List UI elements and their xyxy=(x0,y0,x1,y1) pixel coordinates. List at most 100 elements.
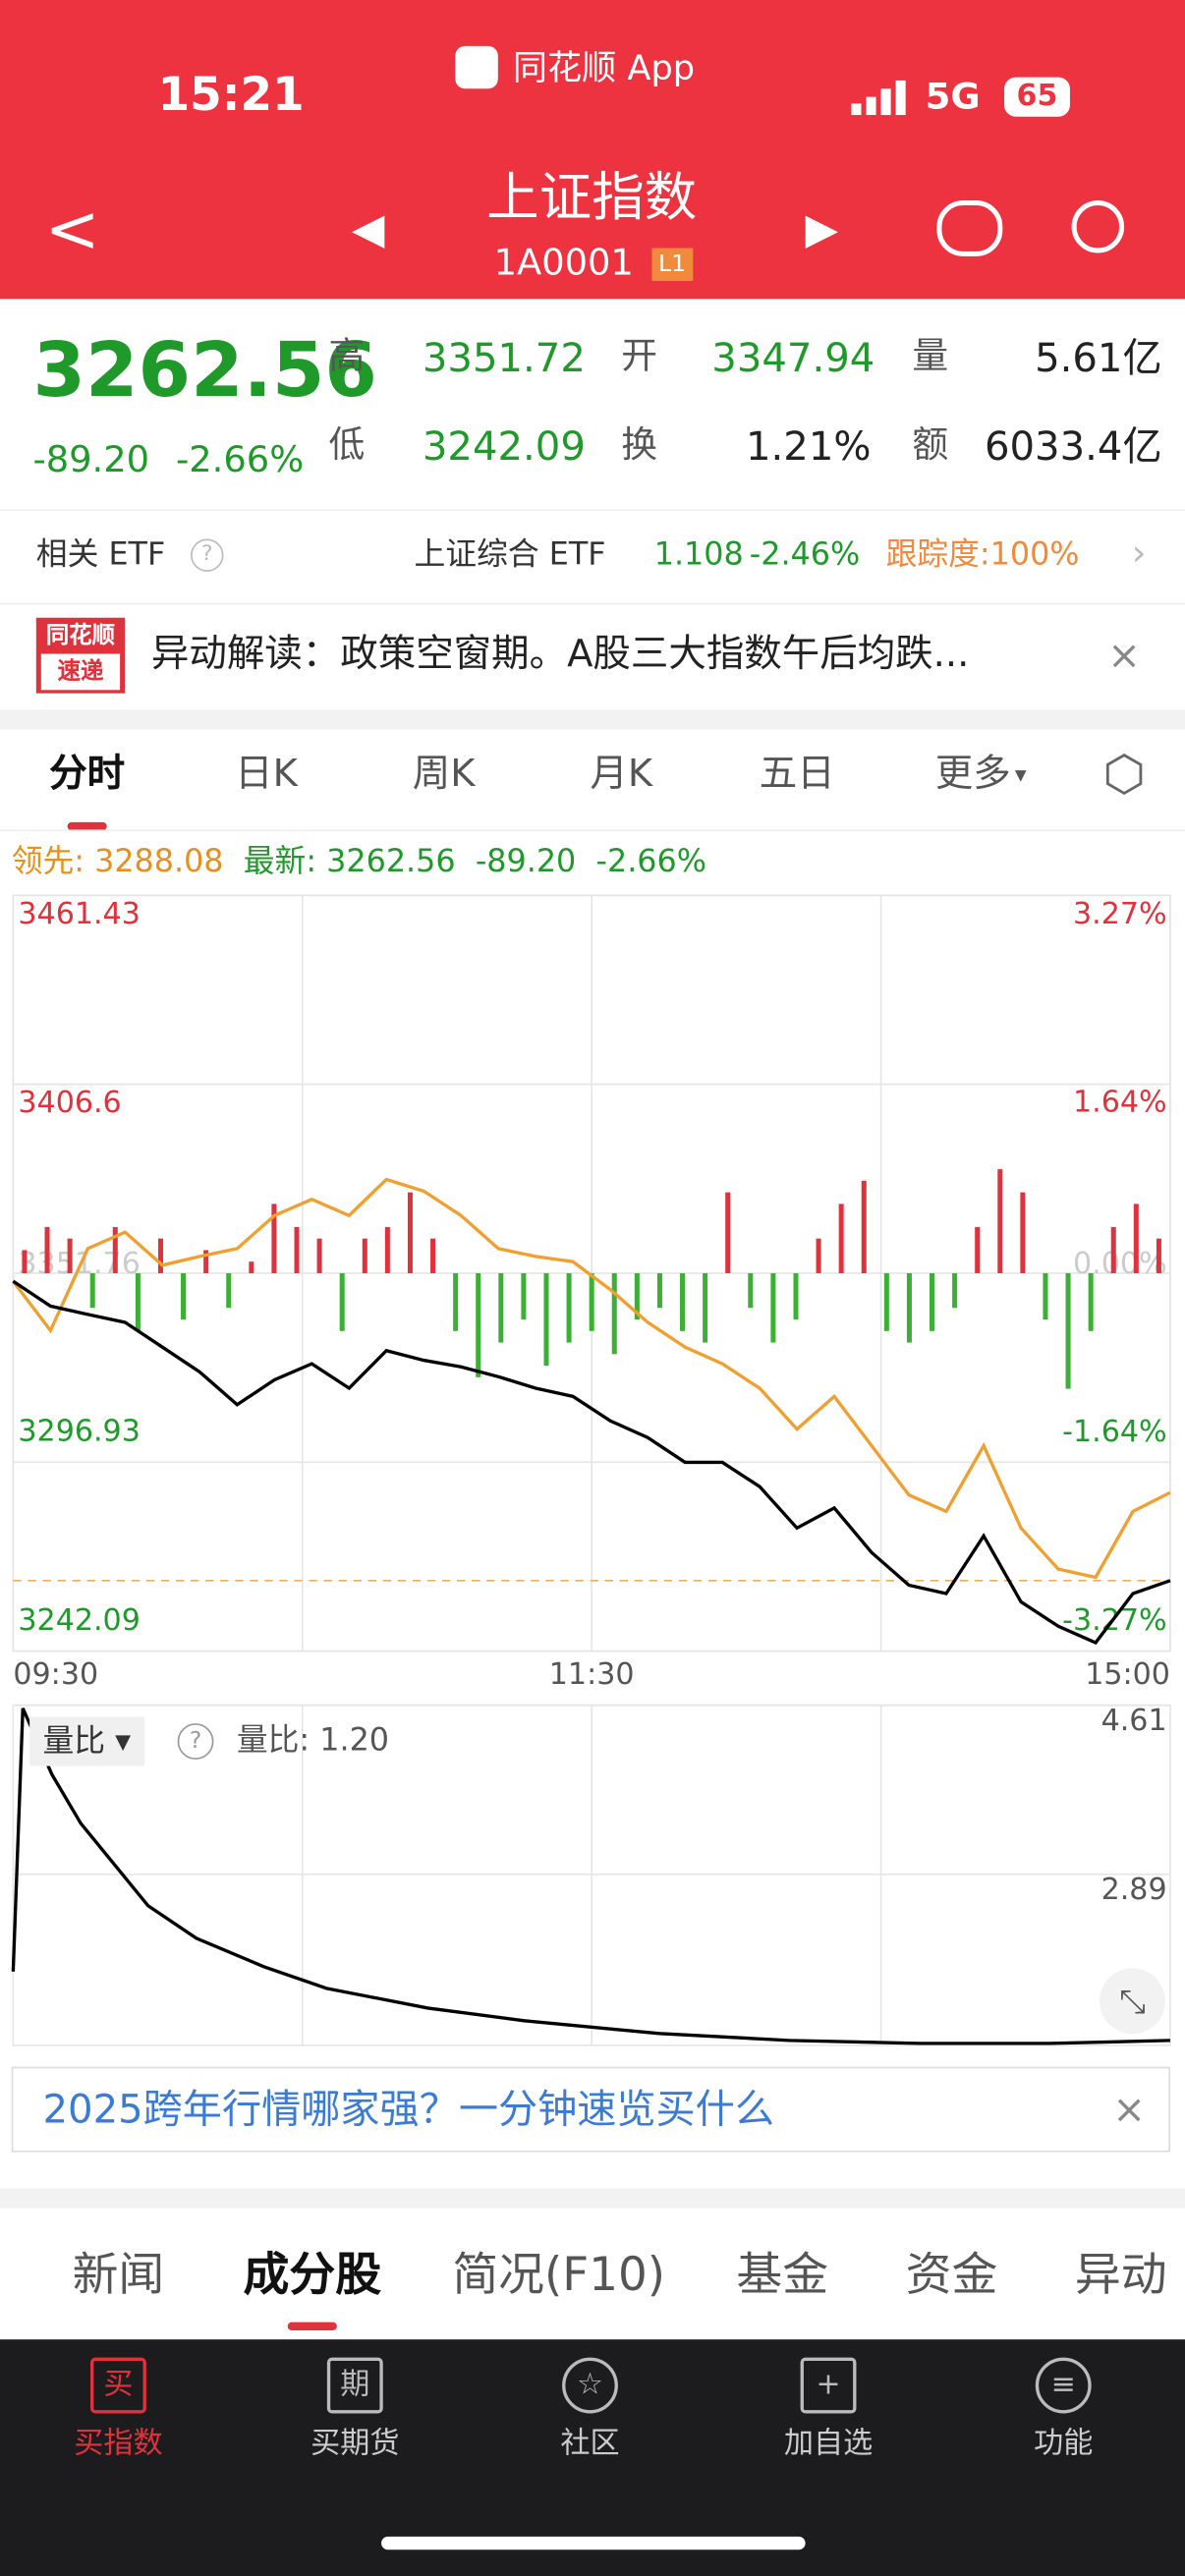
nav-label[interactable]: 加自选 xyxy=(783,2426,874,2461)
flow-bar xyxy=(203,1250,209,1273)
nav-label[interactable]: 功能 xyxy=(1034,2426,1094,2461)
nav-label[interactable]: 买期货 xyxy=(310,2426,400,2461)
flow-bar xyxy=(316,1238,322,1273)
flow-bar xyxy=(362,1238,367,1273)
field-label: 高 xyxy=(328,336,366,378)
flow-bar xyxy=(703,1272,708,1343)
flow-bar xyxy=(566,1272,572,1343)
help-icon[interactable]: ? xyxy=(191,538,224,572)
expand-button[interactable]: ⤡ xyxy=(1100,1968,1165,2035)
indicator-name: 量比 xyxy=(42,1723,106,1760)
flow-bar xyxy=(22,1250,28,1273)
field-label: 低 xyxy=(328,425,366,467)
tab[interactable]: 五日 xyxy=(759,753,835,797)
nav-icon[interactable]: 期 xyxy=(326,2357,383,2414)
flow-bar xyxy=(861,1180,867,1273)
divider xyxy=(0,829,1185,832)
close-button[interactable]: × xyxy=(1112,2086,1146,2133)
section-tab[interactable]: 成分股 xyxy=(243,2247,382,2302)
nav-label[interactable]: 买指数 xyxy=(74,2426,163,2461)
etf-track: 跟踪度:100% xyxy=(885,535,1080,573)
price-line xyxy=(12,1279,1171,1646)
lead-label: 领先: xyxy=(11,843,85,880)
field-label: 量 xyxy=(912,336,949,378)
field-value: 3347.94 xyxy=(711,335,875,381)
nav-label[interactable]: 社区 xyxy=(560,2426,620,2461)
help-icon[interactable]: ? xyxy=(177,1723,214,1760)
flow-bar xyxy=(906,1272,912,1343)
separator xyxy=(0,2188,1185,2209)
tab[interactable]: 分时 xyxy=(49,753,126,797)
settings-button[interactable]: ⬡ xyxy=(1102,746,1147,804)
y-tick-label: 3296.93 xyxy=(18,1415,140,1449)
code: 1A0001 xyxy=(493,243,634,285)
tab[interactable]: 月K xyxy=(590,753,653,797)
flow-bar xyxy=(1088,1272,1094,1331)
field-value: 6033.4亿 xyxy=(984,423,1162,471)
flow-bar xyxy=(498,1272,504,1343)
flow-bar xyxy=(725,1192,731,1273)
indicator-value: 量比: 1.20 xyxy=(237,1725,389,1758)
chart-legend: 领先: 3288.08 最新: 3262.56 -89.20 -2.66% xyxy=(11,843,706,880)
search-button[interactable] xyxy=(1071,200,1125,253)
field-value: 3351.72 xyxy=(422,335,586,381)
news-badge: 同花顺 速递 xyxy=(35,617,126,694)
flow-bar xyxy=(157,1238,163,1273)
nav-icon[interactable]: ☆ xyxy=(562,2357,618,2414)
indicator-select[interactable]: 量比 ▾ xyxy=(29,1716,144,1766)
tab[interactable]: 日K xyxy=(235,753,298,797)
section-tab[interactable]: 异动 xyxy=(1074,2247,1167,2302)
flow-bar xyxy=(294,1226,300,1273)
next-button[interactable]: ▶ xyxy=(805,205,839,255)
flow-bar xyxy=(67,1238,73,1273)
y2-tick-label: 1.64% xyxy=(1073,1086,1167,1120)
price-line xyxy=(11,1708,1171,2045)
y2-tick-label: 3.27% xyxy=(1073,897,1167,931)
price-line xyxy=(12,1177,1171,1580)
flow-bar xyxy=(975,1226,981,1273)
flow-bar xyxy=(770,1272,776,1343)
etf-arrow[interactable]: › xyxy=(1131,533,1147,576)
tab[interactable]: 更多 xyxy=(934,753,1011,797)
latest-pct: -2.66% xyxy=(595,843,706,880)
indicator-current: 1.20 xyxy=(319,1722,390,1760)
section-tab[interactable]: 基金 xyxy=(736,2247,829,2302)
ad-text[interactable]: 2025跨年行情哪家强？一分钟速览买什么 xyxy=(42,2086,774,2133)
tab-caret: ▾ xyxy=(1014,761,1027,789)
ad-box[interactable] xyxy=(11,2066,1170,2153)
time: 15:21 xyxy=(157,67,305,122)
nav-icon[interactable]: ≡ xyxy=(1035,2357,1092,2414)
prev-button[interactable]: ◀ xyxy=(351,205,385,255)
flow-bar xyxy=(430,1238,436,1273)
separator xyxy=(0,709,1185,730)
close-button[interactable]: × xyxy=(1107,632,1141,679)
flow-bar xyxy=(793,1272,799,1320)
network: 5G xyxy=(925,77,981,119)
y-tick-label: 2.89 xyxy=(1101,1873,1167,1907)
flow-bar xyxy=(181,1272,187,1320)
nav-icon[interactable]: + xyxy=(800,2357,857,2414)
etf-row[interactable] xyxy=(0,509,1185,605)
section-tab[interactable]: 简况(F10) xyxy=(452,2247,666,2302)
etf-pct: -2.46% xyxy=(749,535,861,573)
level-badge: L1 xyxy=(651,248,693,281)
flow-bar xyxy=(997,1169,1003,1273)
section-underline xyxy=(287,2322,337,2331)
section-tab[interactable]: 资金 xyxy=(905,2247,998,2302)
flow-bar xyxy=(883,1272,889,1331)
back-button[interactable]: < xyxy=(44,192,100,268)
flow-bar xyxy=(748,1272,754,1309)
y2-tick-label: -1.64% xyxy=(1062,1415,1166,1449)
flow-bar xyxy=(384,1226,390,1273)
change: -89.20 xyxy=(32,440,150,481)
section-tab[interactable]: 新闻 xyxy=(72,2247,165,2302)
robot-button[interactable] xyxy=(936,200,1003,256)
tab[interactable]: 周K xyxy=(412,753,476,797)
nav-icon[interactable]: 买 xyxy=(89,2357,146,2414)
news-text[interactable]: 异动解读：政策空窗期。A股三大指数午后均跌... xyxy=(150,633,970,677)
indicator-label: 量比: xyxy=(236,1722,310,1760)
battery: 65 xyxy=(1004,77,1070,117)
